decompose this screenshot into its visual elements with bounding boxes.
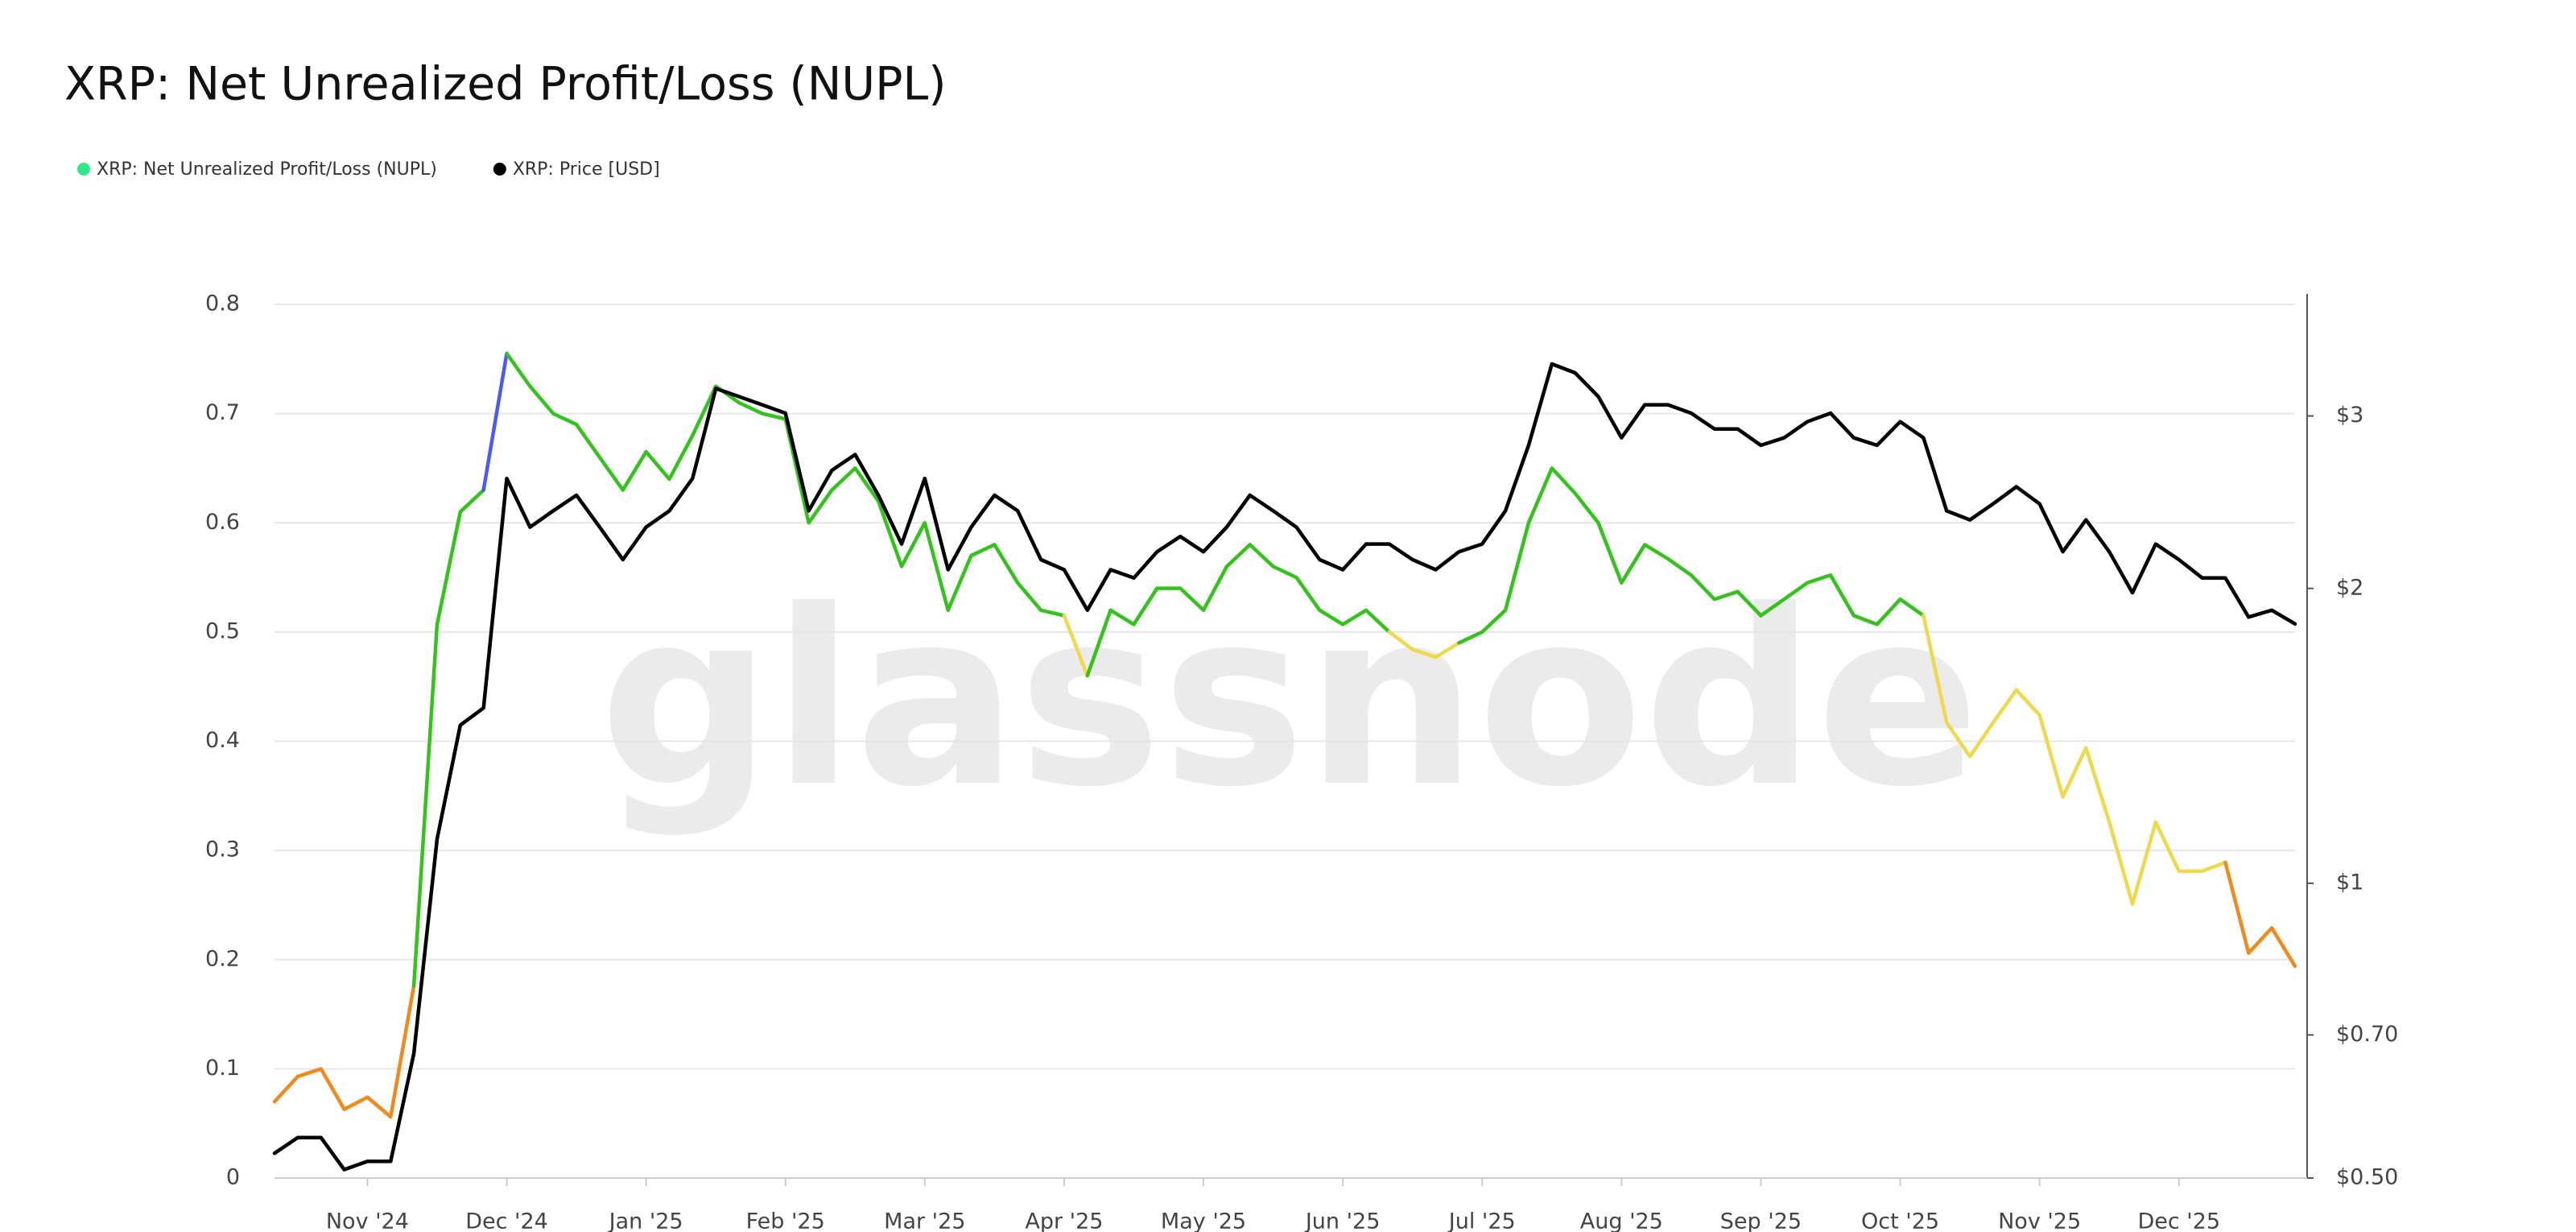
y-tick-label: 0 bbox=[226, 1165, 240, 1190]
y-tick-label: 0.5 bbox=[205, 618, 240, 643]
series-line bbox=[1480, 466, 1926, 635]
y-tick-label: 0.3 bbox=[205, 837, 240, 862]
series-line bbox=[272, 362, 2297, 1172]
legend-marker bbox=[77, 163, 90, 176]
line-connector bbox=[411, 622, 440, 988]
x-tick-label: Jul '25 bbox=[1447, 1209, 1516, 1232]
x-tick-label: Apr '25 bbox=[1025, 1209, 1103, 1232]
y-tick-label: 0.6 bbox=[205, 510, 240, 535]
line-connector bbox=[505, 351, 532, 388]
y2-tick-label: $1 bbox=[2336, 870, 2363, 895]
series-line bbox=[435, 488, 485, 626]
series-line bbox=[528, 384, 1067, 618]
series-line bbox=[1410, 641, 1461, 659]
y2-tick-label: $0.50 bbox=[2336, 1165, 2398, 1190]
x-tick-label: Nov '24 bbox=[326, 1209, 409, 1232]
series-line bbox=[272, 984, 416, 1119]
series-line bbox=[1108, 543, 1392, 635]
x-tick-label: Nov '25 bbox=[1998, 1209, 2081, 1232]
series-line bbox=[2247, 926, 2297, 969]
x-tick-label: Aug '25 bbox=[1580, 1209, 1663, 1232]
y-tick-label: 0.1 bbox=[205, 1056, 240, 1081]
x-tick-label: Jan '25 bbox=[608, 1209, 683, 1232]
legend-label: XRP: Net Unrealized Profit/Loss (NUPL) bbox=[97, 159, 437, 180]
series-line bbox=[1944, 688, 2227, 906]
legend-marker bbox=[493, 163, 506, 176]
x-tick-label: Jun '25 bbox=[1304, 1209, 1381, 1232]
x-tick-label: Sep '25 bbox=[1720, 1209, 1802, 1232]
line-connector bbox=[1387, 630, 1414, 651]
line-connector bbox=[481, 351, 509, 492]
line-connector bbox=[2223, 860, 2251, 955]
y-tick-label: 0.8 bbox=[205, 291, 240, 316]
line-connector bbox=[1085, 608, 1113, 678]
y-tick-label: 0.4 bbox=[205, 728, 240, 753]
line-connector bbox=[1457, 630, 1484, 645]
x-tick-label: Oct '25 bbox=[1861, 1209, 1939, 1232]
y-tick-label: 0.2 bbox=[205, 946, 240, 971]
y2-tick-label: $3 bbox=[2336, 403, 2363, 428]
x-tick-label: Dec '25 bbox=[2137, 1209, 2220, 1232]
x-tick-label: Feb '25 bbox=[746, 1209, 825, 1232]
line-connector bbox=[1922, 614, 1949, 725]
y-tick-label: 0.7 bbox=[205, 400, 240, 425]
chart-title: XRP: Net Unrealized Profit/Loss (NUPL) bbox=[64, 58, 947, 111]
x-tick-label: Mar '25 bbox=[884, 1209, 965, 1232]
x-tick-label: May '25 bbox=[1161, 1209, 1246, 1232]
line-connector bbox=[1062, 614, 1090, 678]
legend-label: XRP: Price [USD] bbox=[513, 159, 660, 180]
watermark: glassnode bbox=[599, 559, 1979, 840]
y2-tick-label: $2 bbox=[2336, 575, 2363, 600]
x-tick-label: Dec '24 bbox=[465, 1209, 548, 1232]
y2-tick-label: $0.70 bbox=[2336, 1022, 2398, 1047]
